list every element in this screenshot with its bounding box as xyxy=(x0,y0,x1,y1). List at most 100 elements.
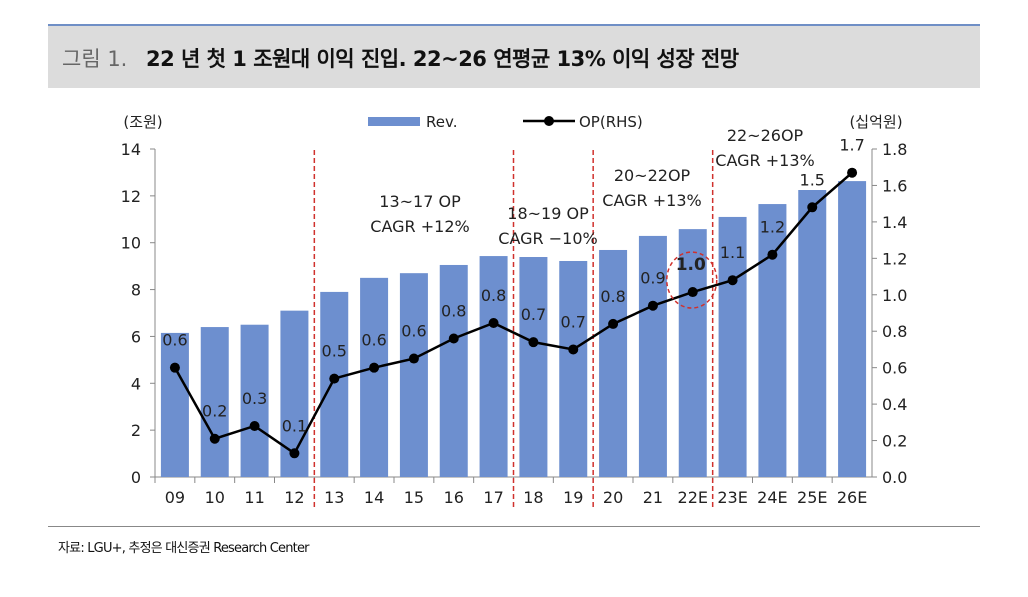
right-tick-label: 0.0 xyxy=(882,468,907,487)
bar-25E xyxy=(798,190,827,477)
legend-bar-swatch xyxy=(368,117,420,126)
bar-09 xyxy=(160,332,189,477)
right-tick-label: 0.2 xyxy=(882,432,907,451)
left-tick-label: 8 xyxy=(131,281,141,300)
op-data-label: 0.2 xyxy=(202,402,227,421)
figure-label: 그림 1. xyxy=(62,47,128,71)
annotation-text: 22~26OP xyxy=(727,126,804,145)
x-tick-label: 17 xyxy=(483,488,503,507)
left-tick-label: 2 xyxy=(131,421,141,440)
x-tick-label: 10 xyxy=(205,488,225,507)
annotation-text: CAGR +13% xyxy=(715,151,814,170)
op-data-label: 0.9 xyxy=(640,269,665,288)
figure-header: 그림 1. 22 년 첫 1 조원대 이익 진입. 22~26 연평균 13% … xyxy=(48,24,980,88)
bar-16 xyxy=(439,264,468,477)
right-tick-label: 1.4 xyxy=(882,213,907,232)
op-data-label: 1.1 xyxy=(720,243,745,262)
annotation-text: 13~17 OP xyxy=(379,192,461,211)
x-tick-label: 23E xyxy=(717,488,747,507)
x-tick-label: 21 xyxy=(643,488,663,507)
bar-24E xyxy=(758,204,787,478)
annotation-text: 18~19 OP xyxy=(507,204,589,223)
bar-14 xyxy=(360,277,389,477)
bar-22E xyxy=(678,229,707,477)
legend-marker xyxy=(544,116,554,126)
bar-21 xyxy=(638,235,667,477)
x-tick-label: 14 xyxy=(364,488,384,507)
op-point-22E xyxy=(687,287,698,298)
op-point-21 xyxy=(647,300,658,311)
source-note: 자료: LGU+, 추정은 대신증권 Research Center xyxy=(58,541,310,556)
bar-26E xyxy=(838,181,867,477)
x-tick-label: 22E xyxy=(678,488,708,507)
op-point-18 xyxy=(528,337,539,348)
op-data-label: 0.7 xyxy=(561,312,586,331)
op-data-label: 1.5 xyxy=(800,170,825,189)
op-data-label: 0.3 xyxy=(242,389,267,408)
op-point-10 xyxy=(209,433,220,444)
bar-13 xyxy=(320,291,349,477)
x-tick-label: 16 xyxy=(444,488,464,507)
divider xyxy=(48,526,980,527)
x-tick-label: 12 xyxy=(284,488,304,507)
x-tick-label: 18 xyxy=(523,488,543,507)
left-tick-label: 10 xyxy=(121,234,141,253)
left-tick-label: 6 xyxy=(131,327,141,346)
bar-20 xyxy=(599,249,628,477)
x-tick-label: 25E xyxy=(797,488,827,507)
op-point-19 xyxy=(568,344,579,355)
bar-10 xyxy=(200,327,229,477)
figure-title: 22 년 첫 1 조원대 이익 진입. 22~26 연평균 13% 이익 성장 … xyxy=(146,47,739,71)
right-tick-label: 0.8 xyxy=(882,322,907,341)
op-data-label: 0.7 xyxy=(521,305,546,324)
op-data-label: 1.7 xyxy=(839,136,864,155)
op-data-label: 0.6 xyxy=(162,331,187,350)
annotation-text: CAGR +13% xyxy=(602,191,701,210)
op-line xyxy=(173,171,853,456)
x-tick-label: 24E xyxy=(757,488,787,507)
bar-11 xyxy=(240,324,269,477)
op-point-13 xyxy=(329,373,340,384)
bar-18 xyxy=(519,257,548,477)
left-tick-label: 4 xyxy=(131,374,141,393)
right-tick-label: 1.6 xyxy=(882,176,907,195)
x-tick-label: 11 xyxy=(244,488,264,507)
right-tick-label: 0.4 xyxy=(882,395,907,414)
bar-15 xyxy=(399,273,428,477)
left-tick-label: 0 xyxy=(131,468,141,487)
bar-17 xyxy=(479,256,508,477)
op-point-16 xyxy=(448,333,459,344)
op-data-label: 0.5 xyxy=(322,342,347,361)
annotation-text: 20~22OP xyxy=(614,166,691,185)
op-point-15 xyxy=(408,353,419,364)
op-data-label: 1.2 xyxy=(760,218,785,237)
x-tick-label: 19 xyxy=(563,488,583,507)
highlight-circle xyxy=(666,251,718,309)
op-data-label: 0.8 xyxy=(481,286,506,305)
op-data-label: 0.8 xyxy=(441,302,466,321)
op-point-20 xyxy=(608,318,619,329)
op-data-label: 0.8 xyxy=(600,287,625,306)
op-point-23E xyxy=(727,275,738,286)
op-point-26E xyxy=(847,167,858,178)
op-point-11 xyxy=(249,420,260,431)
x-tick-label: 09 xyxy=(165,488,185,507)
x-tick-label: 13 xyxy=(324,488,344,507)
op-data-label: 0.1 xyxy=(282,416,307,435)
right-tick-label: 1.0 xyxy=(882,286,907,305)
right-tick-label: 1.8 xyxy=(882,140,907,159)
annotation-text: CAGR +12% xyxy=(370,217,469,236)
op-point-24E xyxy=(767,249,778,260)
op-data-label: 0.6 xyxy=(361,331,386,350)
right-tick-label: 1.2 xyxy=(882,249,907,268)
bar-19 xyxy=(559,260,588,477)
x-tick-label: 15 xyxy=(404,488,424,507)
op-point-14 xyxy=(369,362,380,373)
x-tick-label: 26E xyxy=(837,488,867,507)
annotation-text: CAGR −10% xyxy=(498,229,597,248)
legend-label-rev: Rev. xyxy=(426,113,457,131)
op-data-label: 0.6 xyxy=(401,322,426,341)
op-point-17 xyxy=(488,318,499,329)
op-data-label: 1.0 xyxy=(676,255,706,275)
